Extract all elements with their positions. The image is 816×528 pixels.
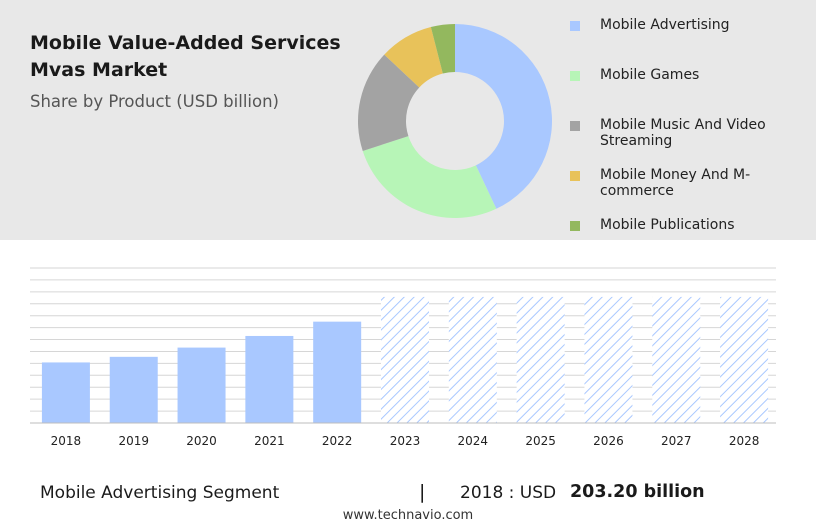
bar-forecast-2025 (516, 296, 565, 423)
bar-chart: 2018 2019 2020 2021 2022 2023 2024 2025 2026 2027… (30, 267, 776, 448)
bar-2021 (245, 335, 294, 423)
donut-chart (358, 24, 552, 218)
footer-separator: | (419, 481, 426, 503)
legend-label: Mobile Games (600, 67, 700, 83)
x-tick-label: 2019 (118, 434, 149, 448)
chart-title: Mobile Value-Added Services Mvas Market (30, 32, 341, 81)
donut-slice-mobile-music-and-video-streaming (358, 54, 420, 151)
bar-forecast-2024 (448, 296, 497, 423)
legend-swatch (570, 121, 580, 131)
legend-label: Mobile Advertising (600, 17, 730, 33)
bar-forecast-2026 (584, 296, 633, 423)
chart-legend: Mobile Advertising Mobile Games Mobile Mus… (570, 0, 810, 240)
bar-2018 (41, 362, 90, 423)
year-label: 2018 : USD (460, 483, 557, 503)
donut-slice-mobile-games (362, 136, 497, 218)
legend-swatch (570, 221, 580, 231)
legend-label: Mobile Money And M-commerce (600, 167, 751, 199)
legend-swatch (570, 171, 580, 181)
bar-forecast-2028 (720, 296, 769, 423)
x-tick-label: 2027 (661, 434, 692, 448)
legend-swatch (570, 21, 580, 31)
bar-forecast-2027 (652, 296, 701, 423)
bar-2019 (109, 356, 158, 423)
x-tick-label: 2024 (458, 434, 489, 448)
x-tick-label: 2023 (390, 434, 421, 448)
bar-2022 (313, 321, 362, 423)
donut-slice-mobile-money-and-m-commerce (384, 27, 443, 88)
donut-slice-mobile-advertising (455, 24, 552, 209)
x-tick-label: 2028 (729, 434, 760, 448)
legend-swatch (570, 71, 580, 81)
x-tick-label: 2025 (525, 434, 556, 448)
website-link[interactable]: www.technavio.com (342, 508, 474, 523)
segment-label: Mobile Advertising Segment (40, 483, 280, 503)
x-tick-label: 2021 (254, 434, 285, 448)
chart-subtitle: Share by Product (USD billion) (30, 92, 279, 111)
legend-label: Mobile Music And Video Streaming (600, 117, 766, 149)
bar-2020 (177, 347, 226, 423)
x-tick-label: 2020 (186, 434, 217, 448)
x-tick-label: 2018 (51, 434, 82, 448)
bar-forecast-2023 (381, 296, 429, 423)
segment-value: 203.20 billion (570, 482, 705, 502)
donut-slice-mobile-publications (430, 24, 455, 74)
x-tick-label: 2022 (322, 434, 353, 448)
x-tick-label: 2026 (593, 434, 624, 448)
legend-label: Mobile Publications (600, 217, 735, 233)
